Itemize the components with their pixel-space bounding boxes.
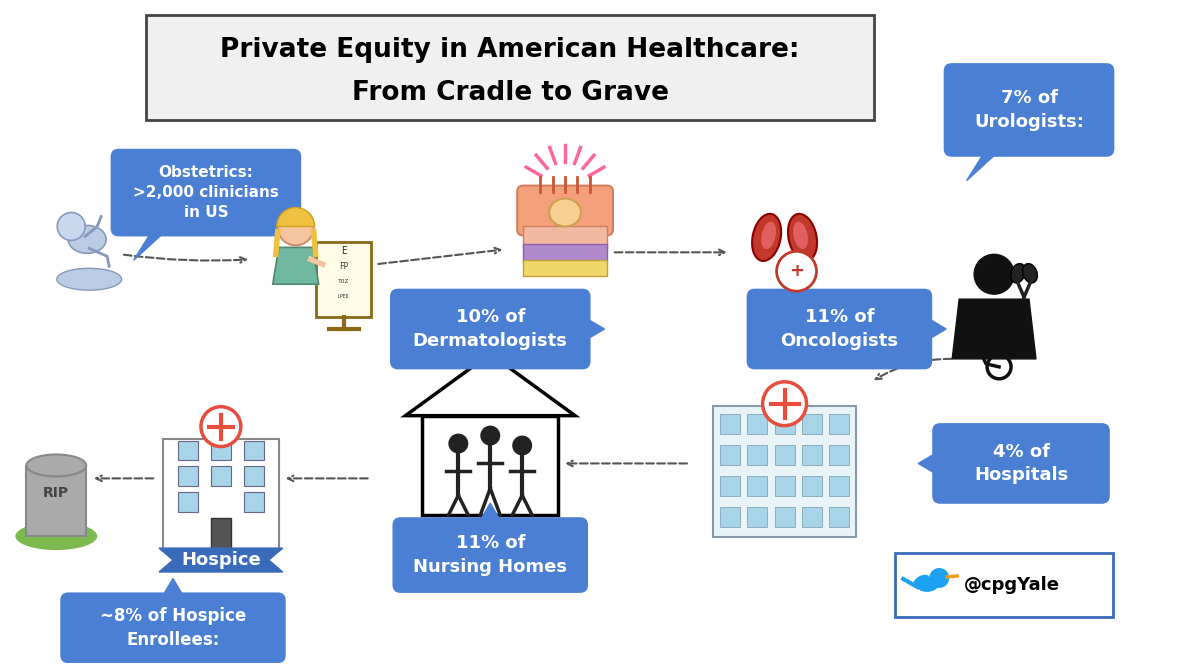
FancyBboxPatch shape <box>713 406 857 537</box>
FancyBboxPatch shape <box>110 149 301 236</box>
Text: 11% of
Oncologists: 11% of Oncologists <box>780 308 899 350</box>
Ellipse shape <box>1010 264 1026 283</box>
FancyBboxPatch shape <box>178 440 198 460</box>
FancyBboxPatch shape <box>523 226 607 248</box>
FancyBboxPatch shape <box>829 414 850 434</box>
FancyBboxPatch shape <box>802 445 822 465</box>
Ellipse shape <box>26 454 86 476</box>
FancyBboxPatch shape <box>146 15 875 120</box>
FancyBboxPatch shape <box>178 492 198 512</box>
Ellipse shape <box>752 214 781 261</box>
Text: 4% of
Hospitals: 4% of Hospitals <box>974 443 1068 484</box>
FancyBboxPatch shape <box>774 445 794 465</box>
FancyBboxPatch shape <box>774 414 794 434</box>
FancyBboxPatch shape <box>720 414 739 434</box>
Ellipse shape <box>788 214 817 261</box>
FancyBboxPatch shape <box>392 517 588 593</box>
FancyBboxPatch shape <box>774 476 794 496</box>
Circle shape <box>58 212 85 240</box>
FancyBboxPatch shape <box>422 416 558 515</box>
FancyBboxPatch shape <box>748 507 767 527</box>
FancyBboxPatch shape <box>829 476 850 496</box>
FancyBboxPatch shape <box>244 492 264 512</box>
Text: Obstetrics:
>2,000 clinicians
in US: Obstetrics: >2,000 clinicians in US <box>133 165 278 220</box>
FancyBboxPatch shape <box>390 289 590 369</box>
FancyBboxPatch shape <box>163 438 278 550</box>
FancyBboxPatch shape <box>720 507 739 527</box>
Polygon shape <box>967 149 1002 181</box>
Circle shape <box>512 436 532 456</box>
Text: FP: FP <box>338 262 348 271</box>
Circle shape <box>974 254 1014 294</box>
Ellipse shape <box>1022 264 1037 283</box>
FancyBboxPatch shape <box>802 414 822 434</box>
Circle shape <box>763 382 806 426</box>
Text: Private Equity in American Healthcare:: Private Equity in American Healthcare: <box>221 37 800 63</box>
Polygon shape <box>272 248 319 284</box>
FancyBboxPatch shape <box>829 507 850 527</box>
Text: +: + <box>790 262 804 280</box>
FancyBboxPatch shape <box>802 507 822 527</box>
Ellipse shape <box>761 222 776 249</box>
Circle shape <box>200 406 241 446</box>
FancyBboxPatch shape <box>932 423 1110 504</box>
FancyBboxPatch shape <box>316 242 371 317</box>
Text: ~8% of Hospice
Enrollees:: ~8% of Hospice Enrollees: <box>100 607 246 649</box>
Ellipse shape <box>793 222 808 249</box>
FancyBboxPatch shape <box>746 289 932 369</box>
Polygon shape <box>582 316 605 342</box>
Circle shape <box>277 210 313 246</box>
FancyBboxPatch shape <box>244 440 264 460</box>
Text: Hospice: Hospice <box>181 551 260 569</box>
FancyBboxPatch shape <box>211 440 230 460</box>
FancyBboxPatch shape <box>517 186 613 236</box>
Text: From Cradle to Grave: From Cradle to Grave <box>352 80 668 106</box>
FancyBboxPatch shape <box>211 518 230 550</box>
FancyBboxPatch shape <box>178 466 198 486</box>
Wedge shape <box>277 208 314 226</box>
FancyBboxPatch shape <box>802 476 822 496</box>
FancyBboxPatch shape <box>829 445 850 465</box>
FancyBboxPatch shape <box>523 244 607 262</box>
FancyBboxPatch shape <box>523 260 607 276</box>
Polygon shape <box>924 316 946 342</box>
Polygon shape <box>133 228 168 260</box>
Polygon shape <box>478 503 503 525</box>
Polygon shape <box>160 548 283 572</box>
Polygon shape <box>952 299 1036 359</box>
Text: TOZ: TOZ <box>338 279 349 284</box>
Text: E: E <box>341 246 347 256</box>
Circle shape <box>449 434 468 454</box>
FancyBboxPatch shape <box>720 476 739 496</box>
FancyBboxPatch shape <box>211 466 230 486</box>
Text: 7% of
Urologists:: 7% of Urologists: <box>974 89 1084 131</box>
Ellipse shape <box>917 578 938 592</box>
FancyBboxPatch shape <box>720 445 739 465</box>
Ellipse shape <box>913 575 930 587</box>
Circle shape <box>929 568 949 588</box>
Polygon shape <box>406 354 575 416</box>
Text: LPED: LPED <box>338 293 349 299</box>
Ellipse shape <box>56 268 121 290</box>
Ellipse shape <box>16 522 97 550</box>
FancyBboxPatch shape <box>943 63 1115 157</box>
Ellipse shape <box>550 199 581 226</box>
Polygon shape <box>918 450 941 476</box>
FancyBboxPatch shape <box>60 592 286 663</box>
Circle shape <box>776 252 816 291</box>
FancyBboxPatch shape <box>244 466 264 486</box>
Text: 11% of
Nursing Homes: 11% of Nursing Homes <box>413 535 568 576</box>
Circle shape <box>480 426 500 446</box>
FancyBboxPatch shape <box>748 445 767 465</box>
FancyBboxPatch shape <box>895 553 1112 617</box>
Text: RIP: RIP <box>43 486 70 500</box>
Text: 10% of
Dermatologists: 10% of Dermatologists <box>413 308 568 350</box>
Polygon shape <box>160 578 186 600</box>
FancyBboxPatch shape <box>26 466 86 536</box>
FancyBboxPatch shape <box>748 476 767 496</box>
FancyBboxPatch shape <box>774 507 794 527</box>
FancyBboxPatch shape <box>748 414 767 434</box>
Text: @cpgYale: @cpgYale <box>964 576 1060 594</box>
Ellipse shape <box>68 226 106 254</box>
